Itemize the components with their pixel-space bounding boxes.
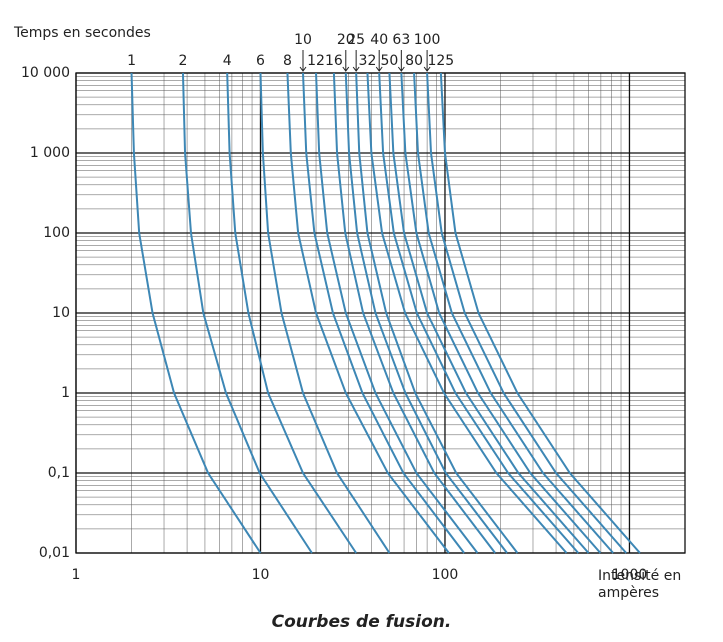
curve-label: 100 xyxy=(414,32,441,48)
y-tick-label: 10 xyxy=(52,305,70,321)
fuse-curve xyxy=(302,72,465,554)
y-tick-label: 10 000 xyxy=(21,65,70,81)
curve-label: 32 xyxy=(359,53,377,69)
fuse-curve xyxy=(332,72,496,554)
curve-label: 63 xyxy=(392,32,410,48)
fuse-curve xyxy=(388,72,590,554)
curve-label: 6 xyxy=(256,53,265,69)
label-arrow xyxy=(397,50,405,72)
label-arrow xyxy=(342,50,350,72)
y-tick-label: 100 xyxy=(43,225,70,241)
curve-label: 40 xyxy=(370,32,388,48)
label-arrow xyxy=(352,50,360,72)
label-arrow xyxy=(423,50,431,72)
fuse-curve xyxy=(226,72,357,554)
fuse-curve xyxy=(315,72,479,554)
curve-label: 12 xyxy=(307,53,325,69)
fuse-curve xyxy=(413,72,614,554)
y-tick-label: 1 000 xyxy=(30,145,70,161)
x-tick-label: 10 xyxy=(252,567,270,583)
curve-label: 2 xyxy=(179,53,188,69)
y-tick-label: 0,1 xyxy=(48,465,70,481)
fuse-curve xyxy=(130,72,262,554)
fuse-curve xyxy=(286,72,450,554)
fuse-curve xyxy=(181,72,313,554)
y-axis-label: Temps en secondes xyxy=(13,25,151,41)
curve-label: 20 xyxy=(337,32,355,48)
y-tick-label: 1 xyxy=(61,385,70,401)
fuse-curve xyxy=(344,72,508,554)
fuse-curve xyxy=(426,72,627,554)
x-tick-label: 100 xyxy=(432,567,459,583)
curve-label: 4 xyxy=(223,53,232,69)
curve-label: 25 xyxy=(347,32,365,48)
label-arrow xyxy=(375,50,383,72)
fuse-curve xyxy=(439,72,641,554)
label-arrow xyxy=(299,50,307,72)
curve-label: 125 xyxy=(427,53,454,69)
curve-label: 1 xyxy=(127,53,136,69)
curve-label: 16 xyxy=(325,53,343,69)
curve-label: 80 xyxy=(405,53,423,69)
y-tick-label: 0,01 xyxy=(39,545,70,561)
plot-frame xyxy=(75,72,686,554)
curve-label: 8 xyxy=(283,53,292,69)
fuse-curve xyxy=(259,72,391,554)
x-axis-label: Intensité en ampères xyxy=(598,568,682,601)
curve-label: 50 xyxy=(381,53,399,69)
curve-label: 10 xyxy=(294,32,312,48)
x-tick-label: 1000 xyxy=(612,567,648,583)
fuse-curve xyxy=(378,72,580,554)
x-tick-label: 1 xyxy=(72,567,81,583)
fuse-curve xyxy=(355,72,519,554)
fuse-curve xyxy=(366,72,568,554)
caption: Courbes de fusion. xyxy=(271,612,452,632)
fuse-curve xyxy=(400,72,602,554)
